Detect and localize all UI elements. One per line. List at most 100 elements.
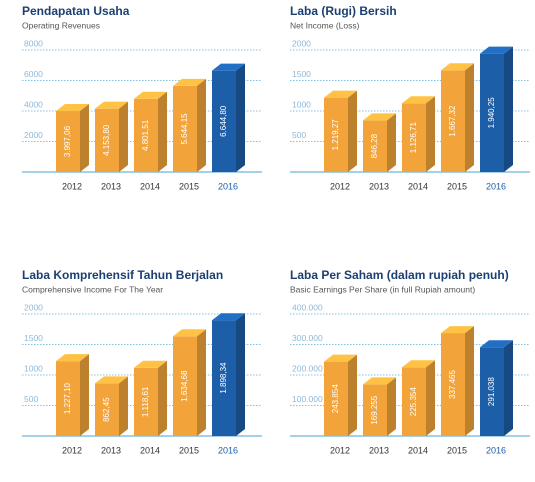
bar (56, 111, 80, 172)
value-label: 1.634,68 (180, 370, 189, 402)
bar-side (236, 63, 245, 172)
value-label: 243.854 (331, 384, 340, 413)
bar (134, 367, 158, 436)
bar (324, 361, 348, 436)
bar-side (197, 78, 206, 172)
x-tick-label: 2012 (330, 181, 350, 191)
x-tick-label: 2014 (140, 181, 160, 191)
y-tick-label: 2000 (24, 302, 43, 312)
value-label: 3.997,06 (63, 125, 72, 157)
bar-top (480, 46, 513, 54)
bar (95, 108, 119, 172)
bar-side (426, 360, 435, 436)
value-label: 846,28 (370, 133, 379, 158)
bar-side (387, 113, 396, 172)
bar (95, 383, 119, 436)
bar (480, 347, 504, 436)
value-label: 4.153,80 (102, 124, 111, 156)
x-tick-label: 2016 (486, 445, 506, 455)
bar (363, 384, 387, 436)
x-tick-label: 2015 (447, 445, 467, 455)
y-tick-label: 1000 (292, 99, 311, 109)
chart-subtitle: Basic Earnings Per Share (in full Rupiah… (290, 284, 475, 294)
chart-subtitle: Net Income (Loss) (290, 20, 360, 30)
bar-top (134, 91, 167, 99)
bar-top (95, 101, 128, 109)
bar (402, 103, 426, 172)
value-label: 1.898,34 (219, 362, 228, 394)
value-label: 1.667,32 (448, 105, 457, 137)
value-label: 291.038 (487, 377, 496, 406)
chart-panel: Laba Komprehensif Tahun Berjalan Comprehe… (22, 268, 262, 455)
bar-side (197, 329, 206, 436)
chart-panel: Laba (Rugi) Bersih Net Income (Loss) 500 10… (290, 4, 530, 191)
bar-side (158, 360, 167, 436)
x-tick-label: 2016 (218, 445, 238, 455)
bar-side (387, 377, 396, 436)
y-tick-label: 1000 (24, 363, 43, 373)
bar (441, 333, 465, 436)
bar-top (441, 63, 474, 71)
x-tick-label: 2014 (408, 181, 428, 191)
value-label: 1.118,61 (141, 386, 150, 417)
bar-side (80, 104, 89, 172)
y-tick-label: 2000 (292, 38, 311, 48)
bar-side (80, 354, 89, 436)
x-tick-label: 2013 (369, 181, 389, 191)
bar (441, 70, 465, 172)
y-tick-label: 400.000 (292, 302, 323, 312)
bar-side (236, 313, 245, 436)
bar-top (212, 313, 245, 321)
y-tick-label: 100.000 (292, 394, 323, 404)
y-tick-label: 8000 (24, 38, 43, 48)
bar-side (348, 90, 357, 172)
value-label: 337.465 (448, 370, 457, 399)
chart-title: Laba Per Saham (dalam rupiah penuh) (290, 268, 509, 282)
chart-title: Laba (Rugi) Bersih (290, 4, 397, 18)
bar (212, 70, 236, 172)
y-tick-label: 6000 (24, 69, 43, 79)
value-label: 1.940,25 (487, 97, 496, 129)
x-tick-label: 2015 (179, 181, 199, 191)
bar-top (363, 377, 396, 385)
bar-side (158, 91, 167, 172)
bar-top (56, 104, 89, 112)
bar-side (119, 376, 128, 436)
bar-top (324, 354, 357, 362)
x-tick-label: 2015 (179, 445, 199, 455)
bar (56, 361, 80, 436)
value-label: 225.354 (409, 387, 418, 416)
bar (173, 336, 197, 436)
y-tick-label: 4000 (24, 99, 43, 109)
x-tick-label: 2012 (62, 181, 82, 191)
x-tick-label: 2015 (447, 181, 467, 191)
x-tick-label: 2013 (101, 445, 121, 455)
bar (480, 53, 504, 173)
bar-top (56, 354, 89, 362)
y-tick-label: 300.000 (292, 333, 323, 343)
x-tick-label: 2012 (330, 445, 350, 455)
bar (402, 367, 426, 436)
bar-side (504, 340, 513, 436)
y-tick-label: 500 (292, 130, 306, 140)
y-tick-label: 1500 (24, 333, 43, 343)
bar-top (324, 90, 357, 98)
bar-top (402, 360, 435, 368)
x-tick-label: 2013 (101, 181, 121, 191)
chart-panel: Pendapatan Usaha Operating Revenues 2000 40… (22, 4, 262, 191)
bar-side (119, 101, 128, 172)
chart-subtitle: Operating Revenues (22, 20, 100, 30)
bar-top (134, 360, 167, 368)
bar-top (441, 326, 474, 334)
y-tick-label: 500 (24, 394, 38, 404)
y-tick-label: 1500 (292, 69, 311, 79)
bar-side (504, 46, 513, 173)
bar (324, 97, 348, 172)
value-label: 5.644,15 (180, 113, 189, 145)
value-label: 1.227,10 (63, 382, 72, 414)
bar-side (348, 354, 357, 436)
x-tick-label: 2013 (369, 445, 389, 455)
x-tick-label: 2012 (62, 445, 82, 455)
bar-top (402, 96, 435, 104)
